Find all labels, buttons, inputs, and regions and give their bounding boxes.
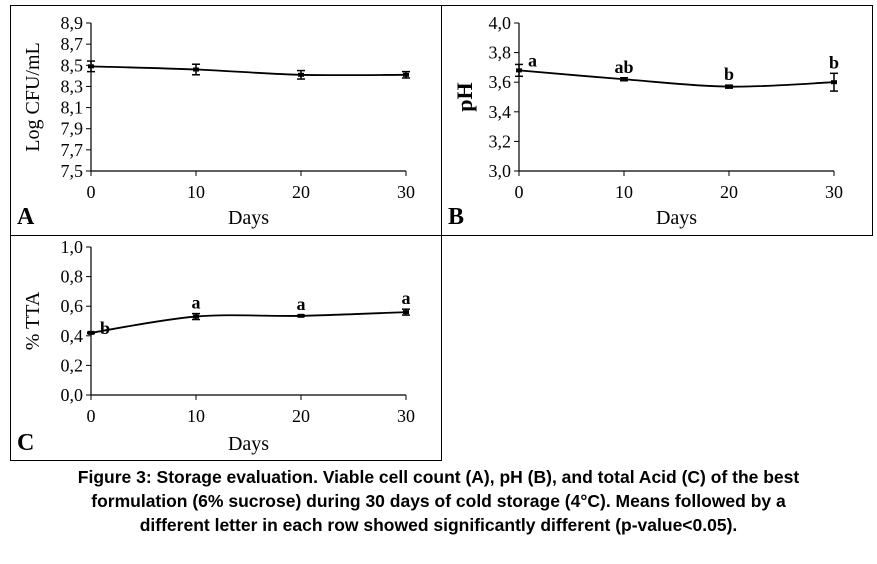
chart-a: 7,57,77,98,18,38,58,78,9 0 10 20 30 Days Log C… bbox=[17, 13, 415, 230]
y-tick-label: 7,7 bbox=[61, 140, 84, 160]
chart-b: 3,0 3,2 3,4 3,6 3,8 4,0 0 10 20 30 Days pH Ba ab b b bbox=[448, 13, 843, 230]
data-point bbox=[298, 72, 304, 77]
x-tick-label: 30 bbox=[397, 406, 415, 426]
significance-letter: ab bbox=[614, 57, 633, 77]
x-tick-label: 0 bbox=[87, 406, 96, 426]
series-line bbox=[90, 65, 407, 77]
x-tick-label: 10 bbox=[615, 182, 633, 202]
significance-letter: a bbox=[528, 50, 537, 70]
y-tick-label: 0,4 bbox=[61, 326, 84, 346]
y-tick-label: 8,7 bbox=[61, 34, 84, 54]
y-axis-label: pH bbox=[452, 82, 477, 111]
y-tick-label: 0,0 bbox=[61, 385, 84, 405]
panel-letter: A bbox=[17, 204, 35, 230]
data-point bbox=[403, 310, 409, 315]
significance-letter: a bbox=[402, 288, 411, 308]
y-tick-label: 4,0 bbox=[489, 13, 512, 33]
y-tick-label: 0,8 bbox=[61, 267, 84, 287]
y-tick-label: 3,2 bbox=[489, 131, 512, 151]
significance-letter: b bbox=[724, 64, 734, 84]
series-line bbox=[518, 69, 835, 88]
y-tick-label: 3,8 bbox=[489, 43, 512, 63]
data-point bbox=[88, 64, 94, 69]
x-axis-label: Days bbox=[656, 207, 697, 229]
data-point bbox=[726, 84, 732, 89]
series-line bbox=[90, 311, 407, 334]
x-tick-label: 20 bbox=[720, 182, 738, 202]
x-tick-label: 20 bbox=[292, 182, 310, 202]
significance-letter: a bbox=[297, 294, 306, 314]
data-point bbox=[193, 314, 199, 319]
y-tick-label: 8,9 bbox=[61, 13, 84, 33]
y-tick-label: 3,0 bbox=[489, 161, 512, 181]
panel-a: 7,5 7,7 7,9 8,1 8,3 8,5 8,7 8,9 0 10 20 30 Days Log C… bbox=[10, 5, 442, 236]
x-tick-label: 30 bbox=[825, 182, 843, 202]
x-tick-label: 10 bbox=[187, 182, 205, 202]
y-tick-label: 3,4 bbox=[489, 102, 512, 122]
data-point bbox=[193, 67, 199, 72]
panel-letter: C bbox=[17, 430, 34, 456]
chart-c: 0,0 0,2 0,4 0,6 0,8 1,0 0 10 20 30 Days % TTA Cb a a a bbox=[17, 237, 415, 456]
significance-letter: a bbox=[192, 293, 201, 313]
x-tick-label: 0 bbox=[515, 182, 524, 202]
caption-line-3: different letter in each row showed sign… bbox=[139, 515, 738, 535]
y-tick-label: 8,5 bbox=[61, 55, 84, 75]
y-tick-label: 7,5 bbox=[61, 161, 84, 181]
data-point bbox=[516, 68, 522, 73]
significance-letter: b bbox=[829, 52, 839, 72]
caption-line-2: formulation (6% sucrose) during 30 days … bbox=[91, 491, 786, 511]
y-tick-label: 8,1 bbox=[61, 98, 84, 118]
x-axis-label: Days bbox=[228, 433, 269, 455]
data-point bbox=[298, 313, 304, 318]
x-tick-label: 0 bbox=[87, 182, 96, 202]
y-axis-label: % TTA bbox=[22, 291, 44, 350]
y-tick-label: 7,9 bbox=[61, 119, 84, 139]
significance-letter: b bbox=[100, 318, 110, 338]
figure-caption: Figure 3: Storage evaluation. Viable cel… bbox=[0, 465, 877, 537]
data-point bbox=[621, 77, 627, 82]
y-axis-label: Log CFU/mL bbox=[22, 42, 44, 151]
x-tick-label: 30 bbox=[397, 182, 415, 202]
y-tick-label: 1,0 bbox=[61, 237, 84, 257]
y-tick-label: 0,2 bbox=[61, 355, 84, 375]
data-point bbox=[403, 72, 409, 77]
caption-line-1: Figure 3: Storage evaluation. Viable cel… bbox=[77, 467, 800, 487]
y-tick-label: 0,6 bbox=[61, 296, 84, 316]
panel-letter: B bbox=[448, 204, 464, 230]
y-tick-label: 8,3 bbox=[61, 76, 84, 96]
x-tick-label: 20 bbox=[292, 406, 310, 426]
data-point bbox=[831, 80, 837, 85]
data-point bbox=[88, 330, 94, 335]
x-axis-label: Days bbox=[228, 207, 269, 229]
x-tick-label: 10 bbox=[187, 406, 205, 426]
y-tick-label: 3,6 bbox=[489, 72, 512, 92]
